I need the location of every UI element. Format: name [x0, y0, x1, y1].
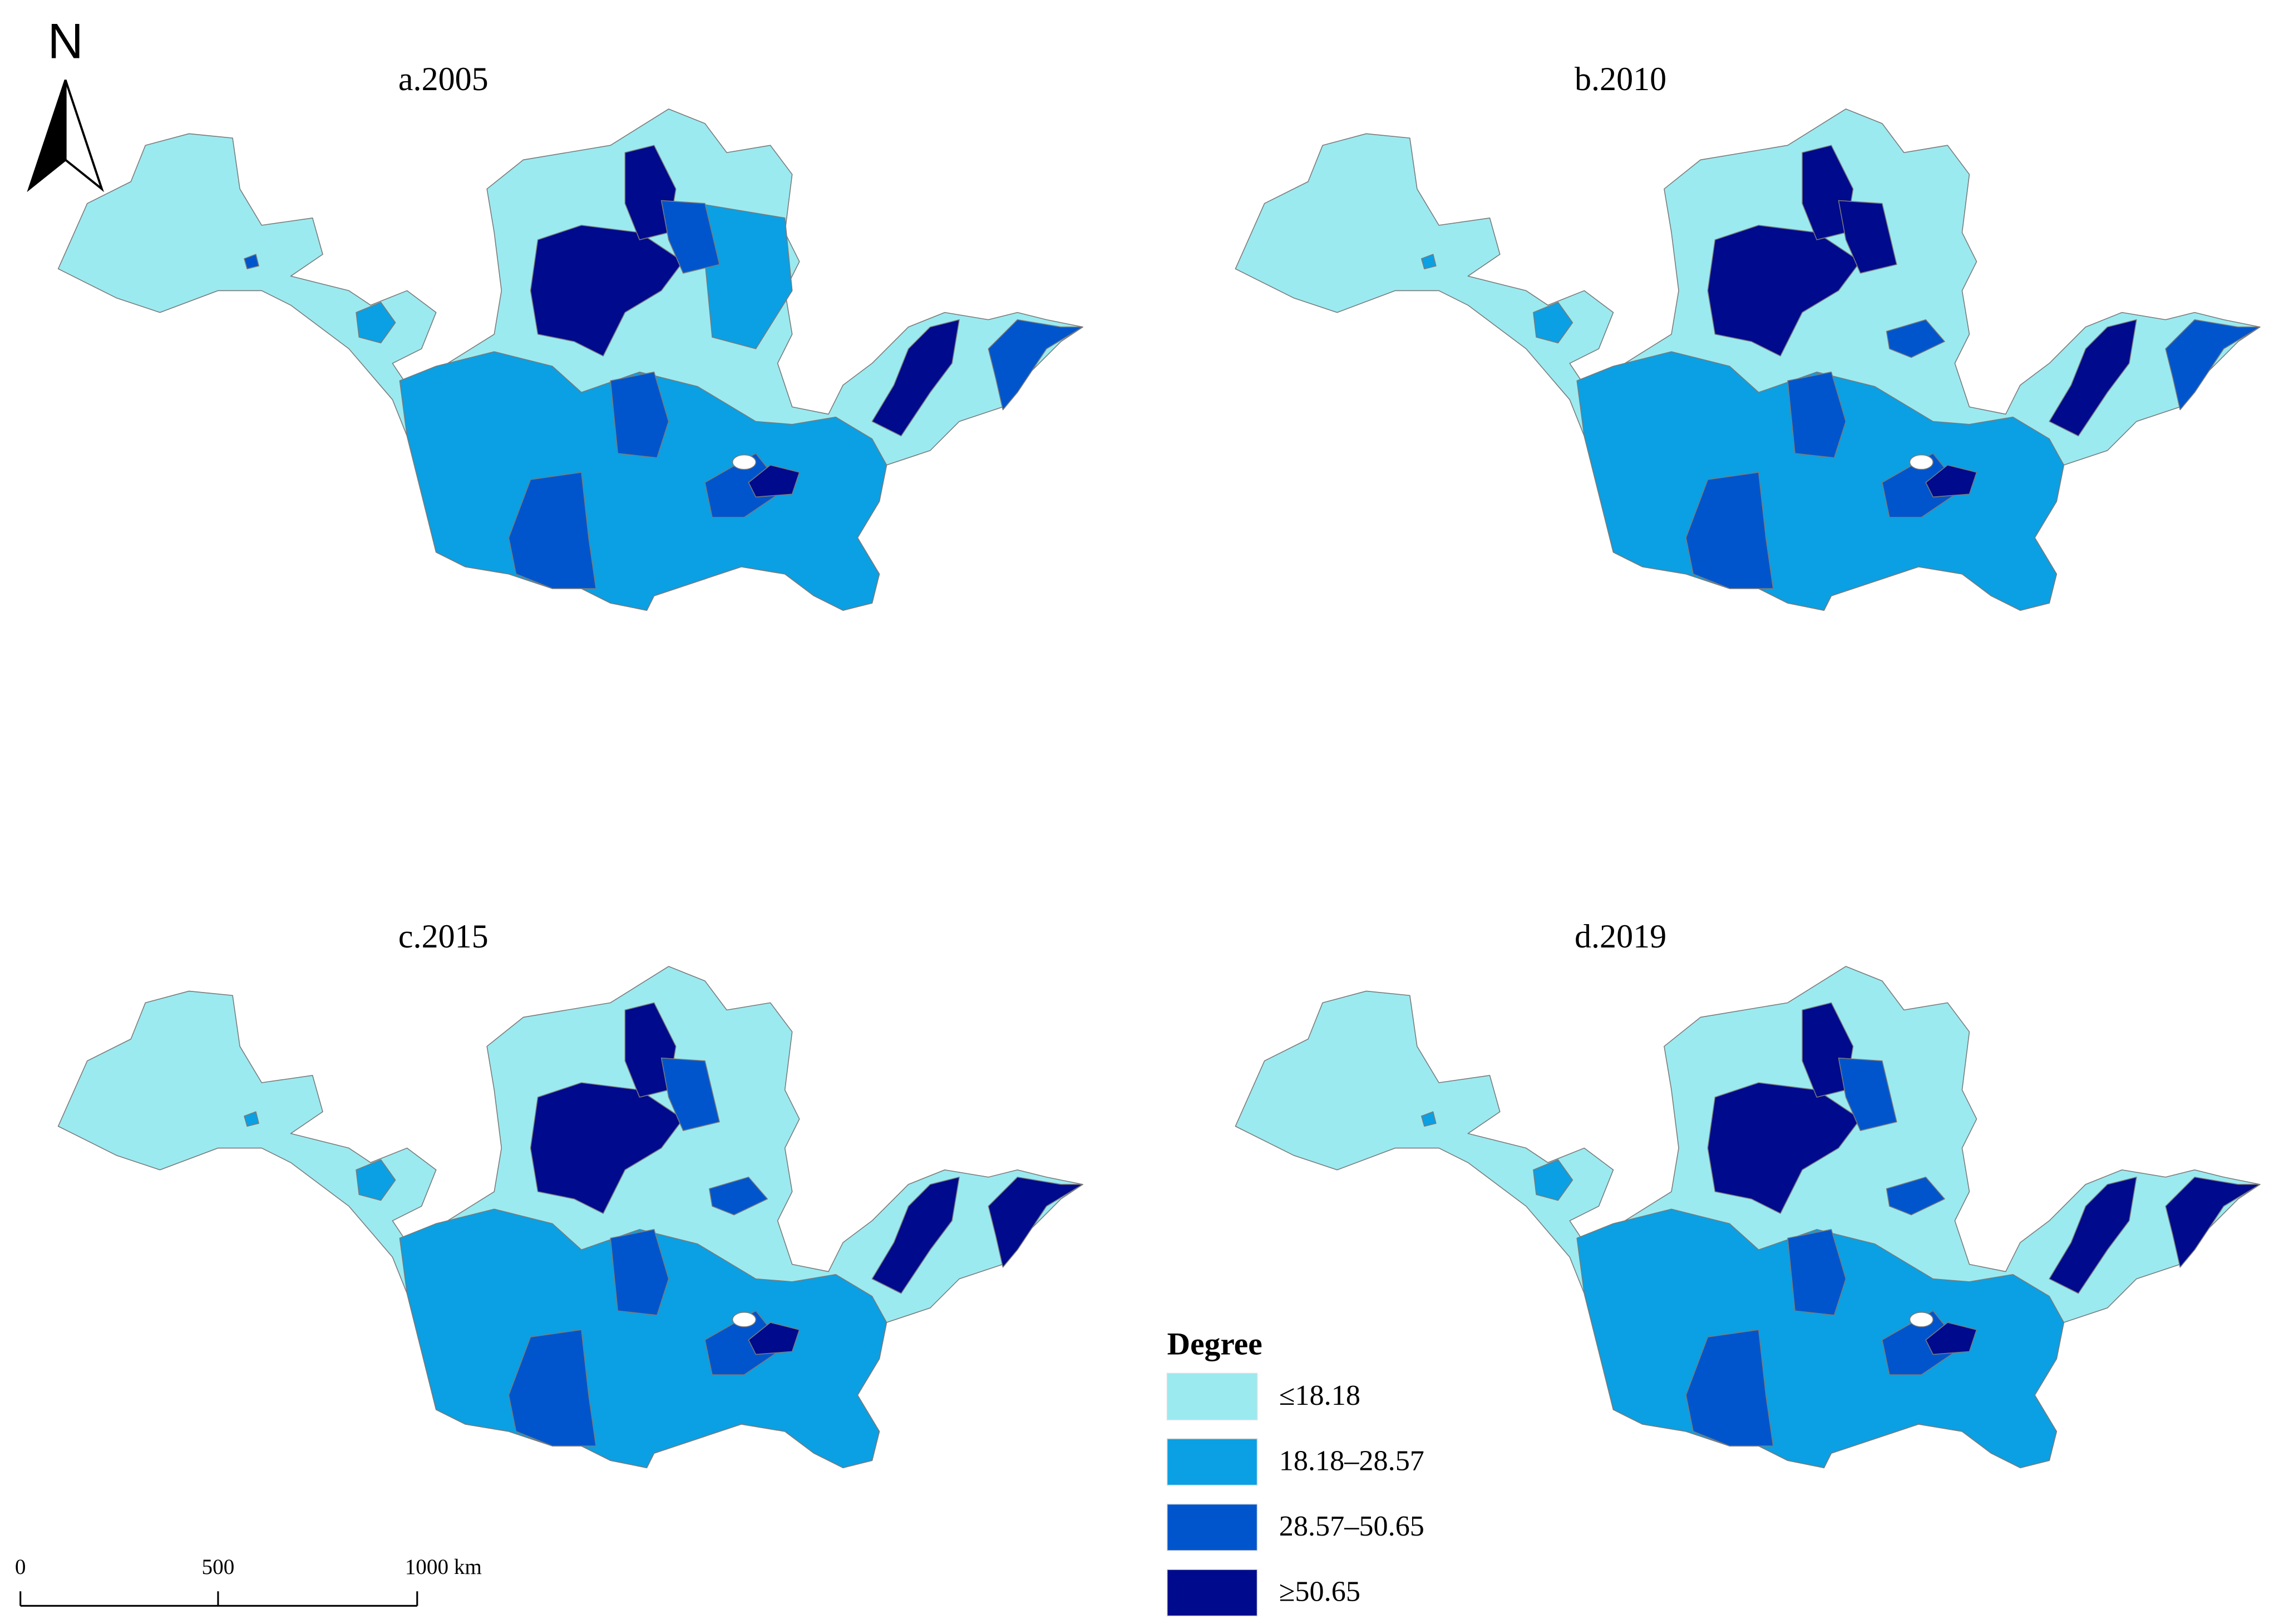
legend-swatch	[1166, 1503, 1258, 1551]
lake	[1909, 454, 1933, 470]
panels: a.2005 b.2010 c.2015 d.2019	[57, 60, 2261, 1469]
lake	[732, 454, 757, 470]
legend-swatch	[1166, 1373, 1258, 1420]
north-arrow-right	[64, 80, 104, 192]
legend-label: 18.18–28.57	[1279, 1444, 1424, 1477]
scale-label: 1000 km	[405, 1555, 482, 1579]
panel-title: d.2019	[1575, 917, 1666, 955]
legend-label: 28.57–50.65	[1279, 1510, 1424, 1542]
scale-label: 0	[15, 1555, 26, 1579]
legend-swatch	[1166, 1438, 1258, 1486]
legend-title: Degree	[1167, 1326, 1262, 1361]
legend-label: ≤18.18	[1279, 1379, 1360, 1411]
map-panel: b.2010	[1235, 60, 2261, 611]
lake	[732, 1311, 757, 1327]
panel-title: c.2015	[398, 917, 489, 955]
lake	[1909, 1311, 1933, 1327]
map-panel: d.2019	[1235, 917, 2261, 1469]
map-panel: c.2015	[57, 917, 1084, 1469]
legend-label: ≥50.65	[1279, 1575, 1360, 1607]
legend-swatch	[1166, 1569, 1258, 1617]
panel-title: b.2010	[1575, 60, 1666, 97]
scale-label: 500	[202, 1555, 235, 1579]
legend: Degree ≤18.18 18.18–28.57 28.57–50.65 ≥50.6…	[1166, 1326, 1424, 1617]
map-panel: a.2005	[57, 60, 1084, 611]
panel-title: a.2005	[398, 60, 489, 97]
north-arrow-left	[27, 80, 67, 192]
north-label: N	[48, 13, 83, 68]
scale-bar	[19, 1591, 418, 1607]
